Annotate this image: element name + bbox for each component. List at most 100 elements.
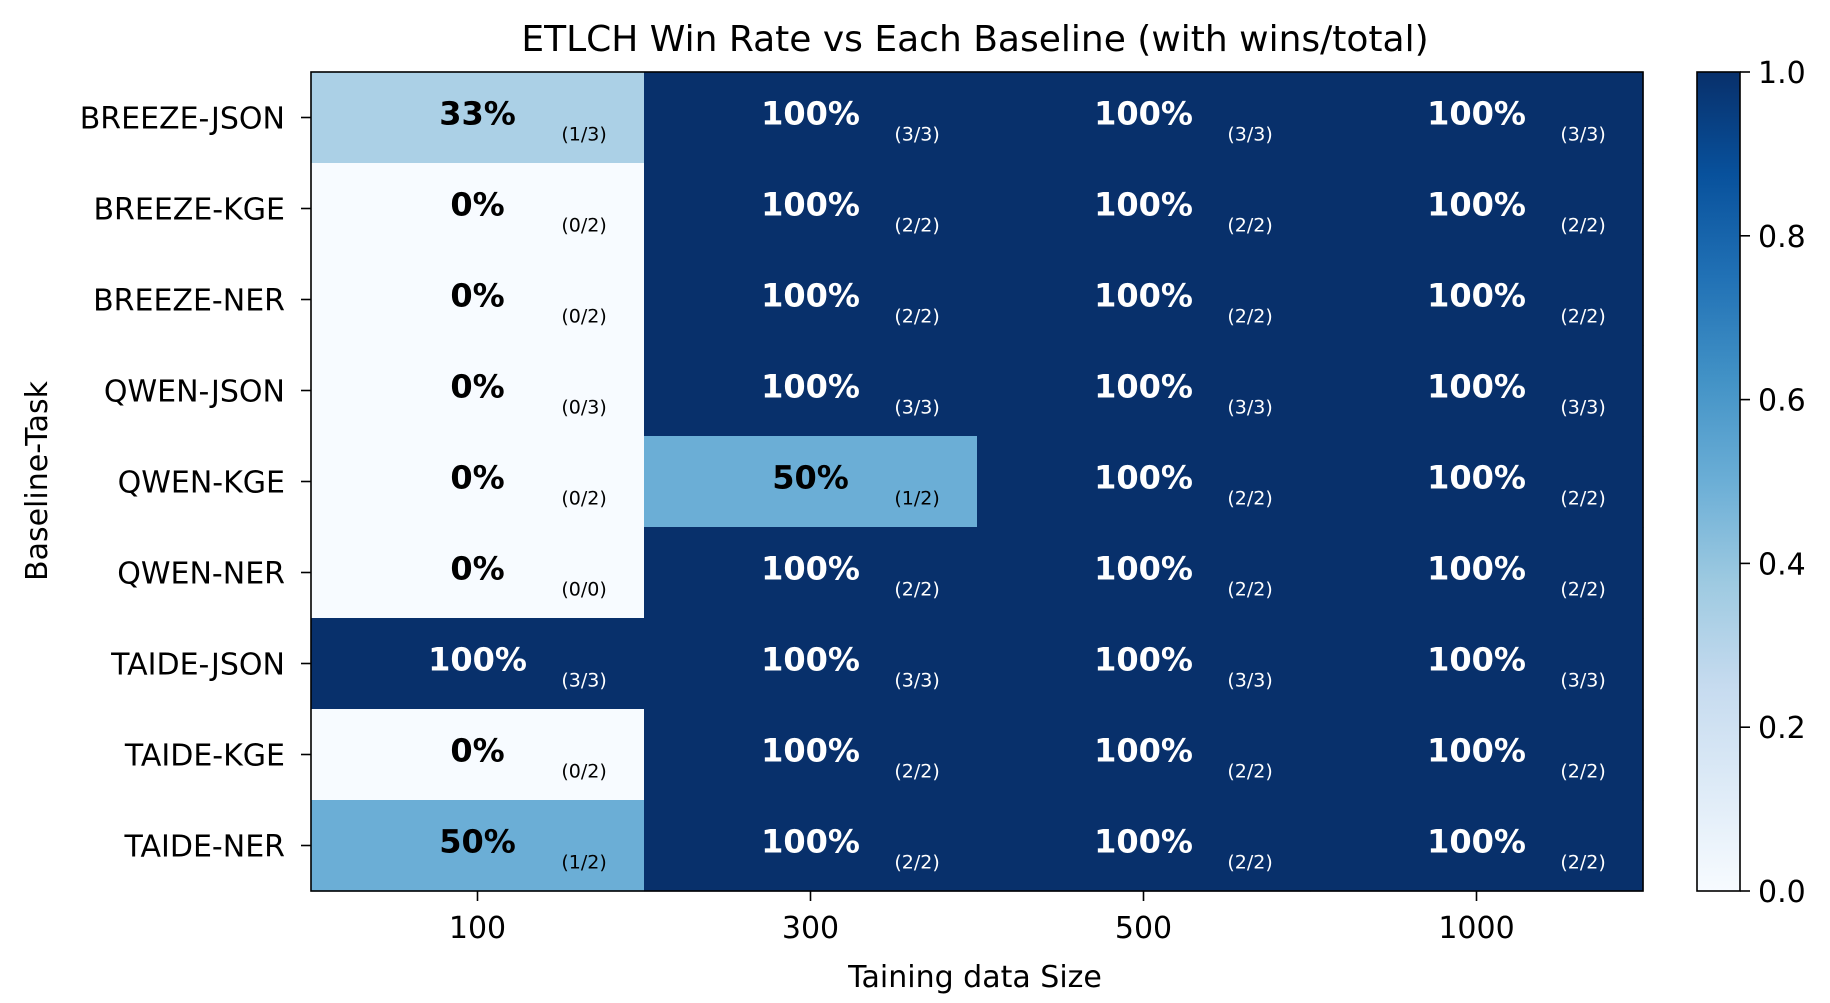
cell-fraction-label: (1/2)	[894, 488, 939, 510]
y-tick-label: QWEN-JSON	[104, 375, 285, 410]
cell-percent-label: 0%	[450, 186, 504, 224]
x-axis-label: Taining data Size	[847, 960, 1102, 995]
y-tick-label: QWEN-KGE	[118, 466, 285, 501]
cell-fraction-label: (3/3)	[1560, 124, 1605, 146]
cell-percent-label: 100%	[1427, 732, 1526, 770]
heatmap-cell	[644, 527, 978, 619]
cell-fraction-label: (2/2)	[894, 761, 939, 783]
cell-percent-label: 0%	[450, 277, 504, 315]
cell-percent-label: 100%	[1094, 550, 1193, 588]
heatmap-cell	[644, 800, 978, 892]
cell-fraction-label: (2/2)	[1560, 488, 1605, 510]
heatmap-cell	[1310, 618, 1644, 710]
cell-fraction-label: (2/2)	[1227, 579, 1272, 601]
cell-percent-label: 100%	[761, 277, 860, 315]
cell-fraction-label: (3/3)	[561, 670, 606, 692]
heatmap-cell	[311, 72, 645, 164]
cell-fraction-label: (2/2)	[894, 852, 939, 874]
cell-percent-label: 100%	[761, 95, 860, 133]
cell-percent-label: 0%	[450, 368, 504, 406]
cell-fraction-label: (2/2)	[1227, 215, 1272, 237]
cell-percent-label: 100%	[1094, 459, 1193, 497]
colorbar-tick-label: 0.0	[1758, 875, 1806, 910]
heatmap-cell	[644, 254, 978, 346]
cell-fraction-label: (1/3)	[561, 124, 606, 146]
cell-percent-label: 100%	[1094, 641, 1193, 679]
x-tick-label: 1000	[1438, 911, 1514, 946]
cell-fraction-label: (2/2)	[1560, 215, 1605, 237]
heatmap-cell	[1310, 72, 1644, 164]
cell-fraction-label: (2/2)	[1227, 306, 1272, 328]
cell-percent-label: 100%	[1427, 823, 1526, 861]
heatmap-cell	[644, 618, 978, 710]
cell-percent-label: 100%	[761, 823, 860, 861]
y-tick-label: TAIDE-NER	[124, 830, 286, 865]
colorbar	[1696, 71, 1741, 892]
heatmap-cells	[311, 72, 1644, 892]
heatmap-cell	[977, 72, 1311, 164]
colorbar-ticks: 0.0 0.2 0.4 0.6 0.8 1.0	[1740, 56, 1806, 910]
colorbar-tick-label: 1.0	[1758, 56, 1806, 91]
heatmap-cell	[977, 800, 1311, 892]
heatmap-cell	[644, 72, 978, 164]
cell-fraction-label: (3/3)	[894, 670, 939, 692]
cell-percent-label: 50%	[772, 459, 849, 497]
cell-fraction-label: (0/0)	[561, 579, 606, 601]
y-tick-label: BREEZE-JSON	[80, 102, 285, 137]
y-axis-label: Baseline-Task	[20, 380, 55, 581]
colorbar-tick-label: 0.4	[1758, 547, 1806, 582]
cell-percent-label: 100%	[1427, 459, 1526, 497]
cell-fraction-label: (3/3)	[894, 124, 939, 146]
cell-fraction-label: (3/3)	[1560, 397, 1605, 419]
heatmap-cell	[311, 800, 645, 892]
cell-fraction-label: (0/2)	[561, 488, 606, 510]
y-tick-label: BREEZE-KGE	[93, 193, 285, 228]
x-axis: 100 300 500 1000	[449, 891, 1515, 946]
heatmap-cell	[977, 527, 1311, 619]
cell-fraction-label: (3/3)	[894, 397, 939, 419]
cell-percent-label: 100%	[1094, 368, 1193, 406]
cell-fraction-label: (3/3)	[1227, 124, 1272, 146]
colorbar-tick-label: 0.8	[1758, 220, 1806, 255]
colorbar-tick-label: 0.6	[1758, 384, 1806, 419]
heatmap-cell	[644, 163, 978, 255]
y-axis: BREEZE-JSON BREEZE-KGE BREEZE-NER QWEN-JSON…	[80, 102, 311, 865]
cell-percent-label: 100%	[761, 550, 860, 588]
cell-percent-label: 100%	[761, 368, 860, 406]
heatmap-cell	[977, 163, 1311, 255]
y-tick-label: TAIDE-KGE	[124, 739, 285, 774]
heatmap-cell	[311, 527, 645, 619]
cell-fraction-label: (3/3)	[1227, 397, 1272, 419]
cell-percent-label: 100%	[761, 732, 860, 770]
heatmap-cell	[977, 618, 1311, 710]
cell-fraction-label: (1/2)	[561, 852, 606, 874]
x-tick-label: 300	[782, 911, 839, 946]
cell-fraction-label: (2/2)	[894, 215, 939, 237]
cell-percent-label: 33%	[439, 95, 516, 133]
heatmap-cell	[1310, 800, 1644, 892]
cell-percent-label: 100%	[1427, 95, 1526, 133]
cell-percent-label: 100%	[1094, 823, 1193, 861]
heatmap-cell	[1310, 254, 1644, 346]
cell-percent-label: 100%	[1094, 186, 1193, 224]
cell-percent-label: 100%	[1427, 277, 1526, 315]
cell-percent-label: 50%	[439, 823, 516, 861]
cell-fraction-label: (2/2)	[1227, 488, 1272, 510]
cell-fraction-label: (2/2)	[1560, 579, 1605, 601]
y-tick-label: QWEN-NER	[117, 557, 285, 592]
heatmap-cell	[977, 436, 1311, 528]
heatmap-cell-labels: 33% (1/3) 100% (3/3) 100% (3/3) 100% (3/3) 0% (0/…	[428, 95, 1606, 874]
cell-percent-label: 100%	[1427, 641, 1526, 679]
cell-fraction-label: (2/2)	[1227, 761, 1272, 783]
cell-percent-label: 100%	[428, 641, 527, 679]
cell-fraction-label: (2/2)	[1227, 852, 1272, 874]
y-tick-label: TAIDE-JSON	[110, 648, 285, 683]
cell-percent-label: 0%	[450, 550, 504, 588]
cell-percent-label: 100%	[761, 641, 860, 679]
heatmap-cell	[977, 709, 1311, 801]
cell-fraction-label: (2/2)	[1560, 852, 1605, 874]
cell-fraction-label: (3/3)	[1227, 670, 1272, 692]
cell-fraction-label: (0/2)	[561, 215, 606, 237]
heatmap-cell	[311, 163, 645, 255]
